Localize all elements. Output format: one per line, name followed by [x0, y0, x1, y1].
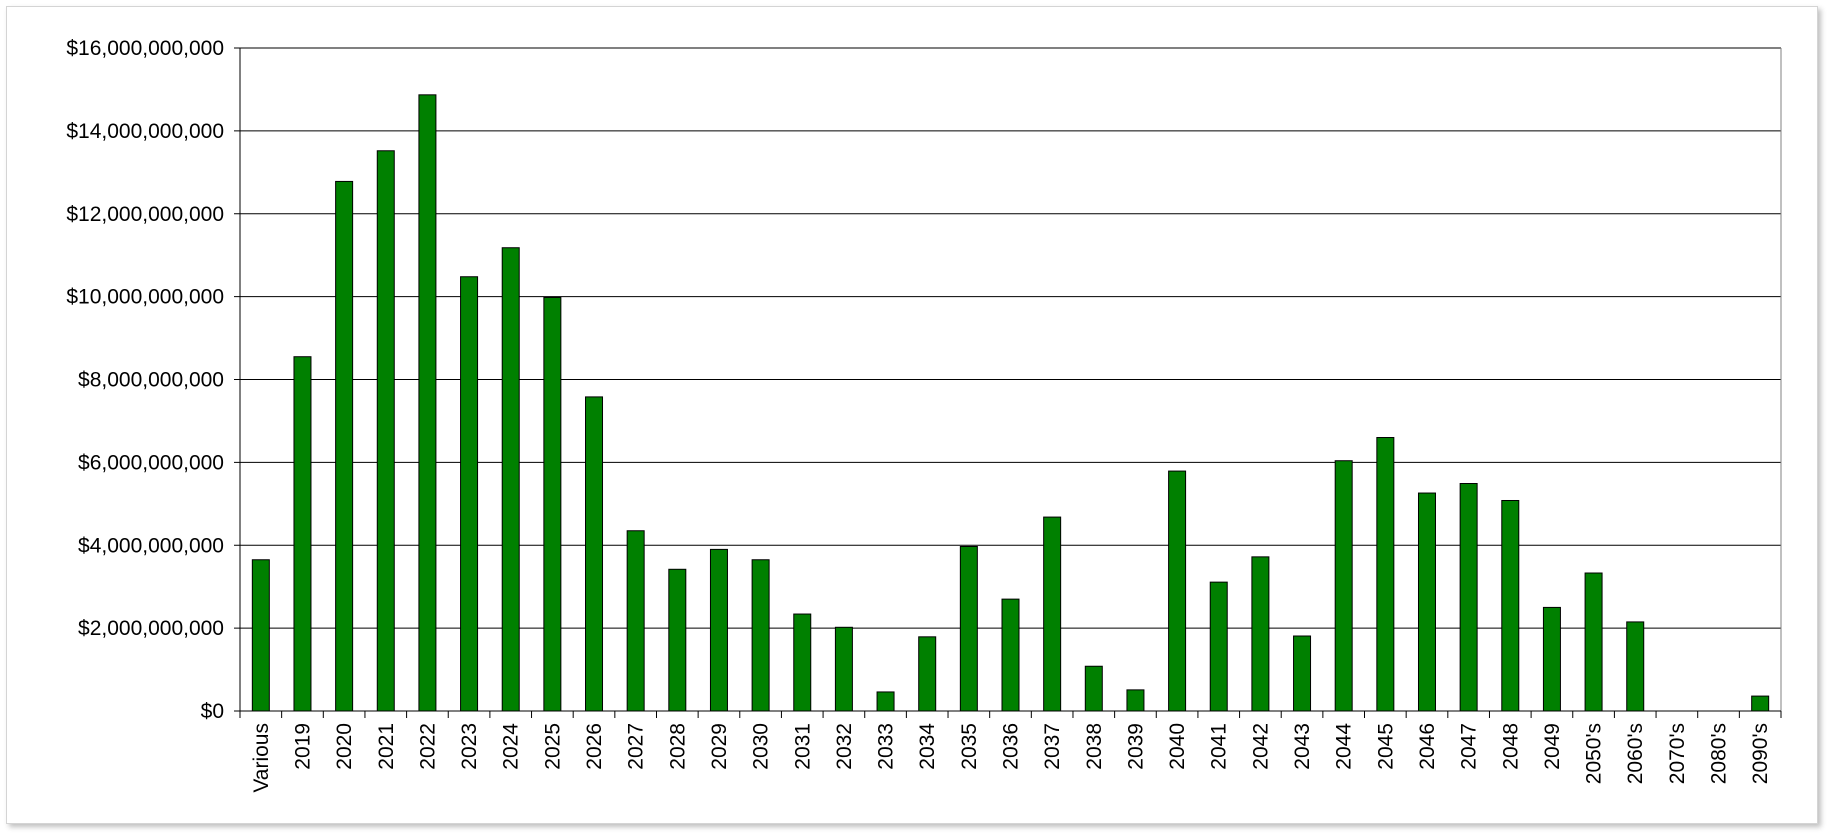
x-tick-label: 2035 [958, 723, 981, 770]
bar-2047 [1459, 483, 1478, 712]
y-tick-label: $4,000,000,000 [78, 534, 224, 557]
x-tick-label: 2026 [583, 723, 606, 770]
x-tick-label: 2040 [1166, 723, 1189, 770]
bar-2034 [918, 636, 937, 712]
bar-2025 [543, 296, 562, 712]
x-tick-label: 2049 [1541, 723, 1564, 770]
bar-2020 [335, 180, 354, 712]
x-tick-label: 2025 [541, 723, 564, 770]
bar-2022 [418, 94, 437, 712]
y-tick-label: $14,000,000,000 [66, 120, 224, 143]
x-tick-label: 2042 [1249, 723, 1272, 770]
y-tick-label: $0 [201, 700, 224, 723]
bar-2026 [585, 396, 604, 712]
bar-2033 [876, 691, 895, 712]
x-tick-label: 2046 [1416, 723, 1439, 770]
bar-2024 [501, 247, 520, 712]
x-tick-label: 2070's [1666, 723, 1689, 784]
bar-2044 [1334, 460, 1353, 712]
x-tick-label: 2033 [875, 723, 898, 770]
x-tick-label: 2045 [1374, 723, 1397, 770]
x-tick-label: 2038 [1083, 723, 1106, 770]
x-axis-ticks: Various 2019 2020 2021 2022 2023 2024 2025 2026 2… [239, 711, 1782, 793]
bar-2036 [1001, 598, 1020, 712]
x-tick-label: 2060's [1624, 723, 1647, 784]
bar-2029 [709, 548, 728, 712]
bar-various [251, 559, 270, 712]
x-tick-label: 2019 [291, 723, 314, 770]
bar-2019 [293, 356, 312, 712]
bar-2060s [1626, 621, 1645, 712]
bar-2037 [1043, 516, 1062, 712]
x-tick-label: 2047 [1458, 723, 1481, 770]
bar-2027 [626, 530, 645, 712]
bar-2042 [1251, 556, 1270, 712]
x-tick-label: 2030 [750, 723, 773, 770]
x-tick-label: 2029 [708, 723, 731, 770]
x-tick-label: 2024 [500, 723, 523, 770]
y-tick-label: $10,000,000,000 [66, 286, 224, 309]
x-tick-label: 2048 [1499, 723, 1522, 770]
bar-2045 [1376, 437, 1395, 712]
bar-2046 [1417, 492, 1436, 712]
y-tick-label: $2,000,000,000 [78, 617, 224, 640]
x-tick-label: 2050's [1583, 723, 1606, 784]
bar-2049 [1542, 606, 1561, 712]
x-tick-label: 2020 [333, 723, 356, 770]
x-tick-label: 2044 [1333, 723, 1356, 770]
x-tick-label: 2034 [916, 723, 939, 770]
y-axis-ticks: $0 $2,000,000,000 $4,000,000,000 $6,000,000… [66, 37, 240, 723]
y-tick-label: $12,000,000,000 [66, 203, 224, 226]
bar-2023 [460, 276, 479, 712]
x-tick-label: 2023 [458, 723, 481, 770]
bar-2035 [959, 545, 978, 712]
x-tick-label: 2080's [1708, 723, 1731, 784]
x-tick-label: 2043 [1291, 723, 1314, 770]
x-tick-label: 2032 [833, 723, 856, 770]
x-tick-label: 2090's [1749, 723, 1772, 784]
bar-2028 [668, 568, 687, 712]
bar-2039 [1126, 689, 1145, 712]
x-tick-label: 2036 [1000, 723, 1023, 770]
bar-2050s [1584, 572, 1603, 712]
x-tick-label: 2031 [791, 723, 814, 770]
bar-2090s [1751, 695, 1770, 712]
y-tick-label: $8,000,000,000 [78, 369, 224, 392]
bar-2041 [1209, 581, 1228, 712]
bar-2040 [1168, 470, 1187, 712]
x-tick-label: 2027 [625, 723, 648, 770]
bar-2032 [834, 626, 853, 712]
x-tick-label: 2022 [416, 723, 439, 770]
x-tick-label: 2021 [375, 723, 398, 770]
bar-2030 [751, 559, 770, 712]
x-tick-label: 2037 [1041, 723, 1064, 770]
bar-2031 [793, 613, 812, 712]
bar-2038 [1084, 665, 1103, 712]
bar-2048 [1501, 499, 1520, 712]
bars [251, 94, 1770, 712]
x-tick-label: 2041 [1208, 723, 1231, 770]
bar-2043 [1293, 635, 1312, 712]
x-tick-label: Various [250, 723, 273, 793]
x-tick-label: 2028 [666, 723, 689, 770]
bar-2021 [376, 150, 395, 712]
y-tick-label: $16,000,000,000 [66, 37, 224, 60]
x-tick-label: 2039 [1124, 723, 1147, 770]
y-tick-label: $6,000,000,000 [78, 451, 224, 474]
